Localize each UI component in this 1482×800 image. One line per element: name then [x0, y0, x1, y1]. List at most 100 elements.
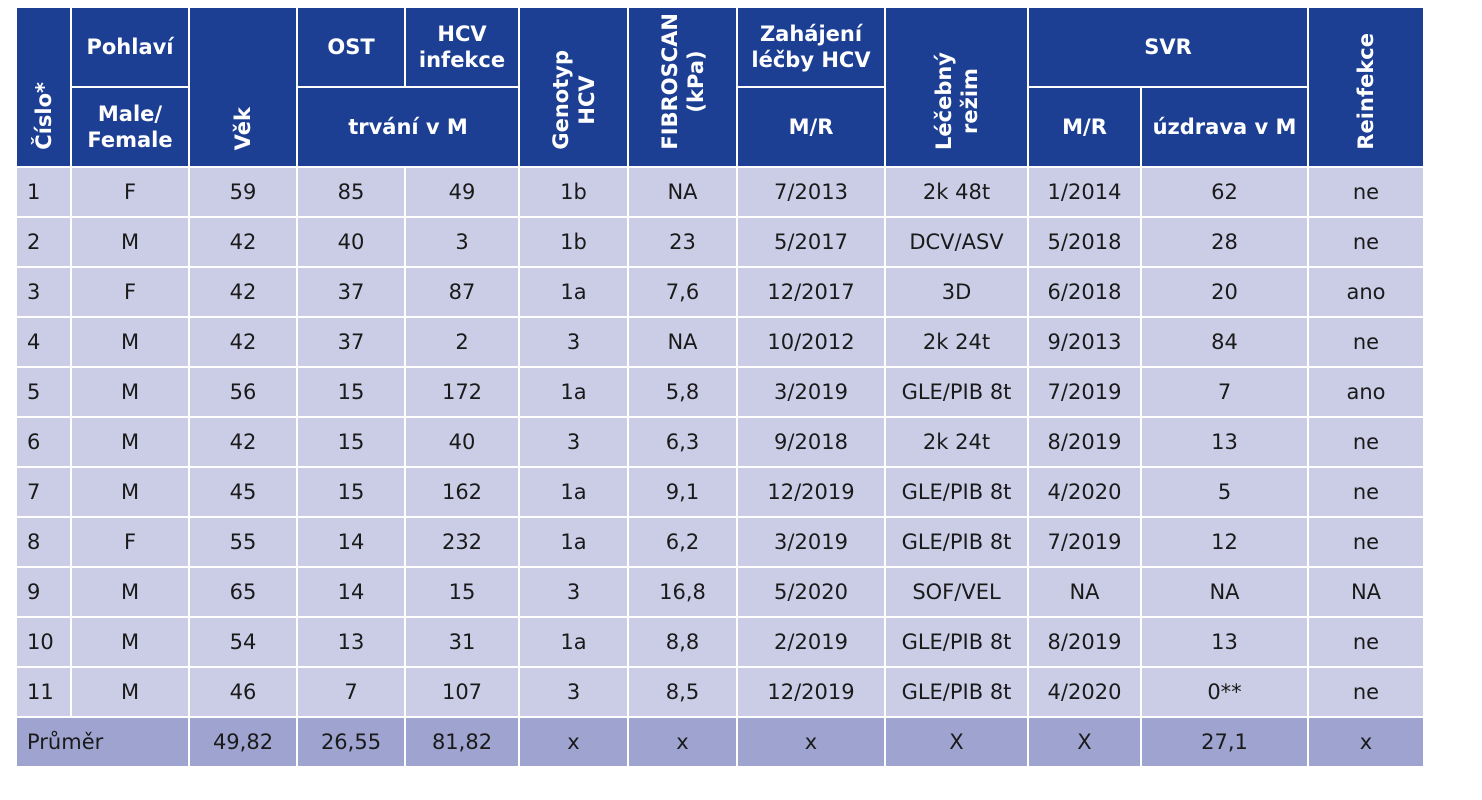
cell-hcv-infekce: 232: [404, 516, 520, 568]
header-cislo: Číslo*: [15, 6, 72, 168]
cell-svr-uzdrava: 13: [1140, 416, 1309, 468]
cell-fibroscan: 23: [627, 216, 738, 268]
cell-vek: 42: [188, 216, 298, 268]
cell-reinfekce: ne: [1307, 166, 1425, 218]
table-row: 5 M 56 15 172 1a 5,8 3/2019 GLE/PIB 8t 7/2019 7 ano: [15, 366, 1425, 418]
cell-cislo: 10: [15, 616, 72, 668]
cell-pohlavi: M: [70, 666, 190, 718]
header-male-female: Male/Female: [70, 86, 190, 168]
cell-ost: 15: [296, 466, 406, 518]
footer-ost: 26,55: [296, 716, 406, 768]
cell-zahajeni: 9/2018: [736, 416, 886, 468]
cell-cislo: 4: [15, 316, 72, 368]
table-row: 9 M 65 14 15 3 16,8 5/2020 SOF/VEL NA NA NA: [15, 566, 1425, 618]
cell-fibroscan: 16,8: [627, 566, 738, 618]
cell-svr-mr: 8/2019: [1027, 416, 1142, 468]
cell-svr-mr: 6/2018: [1027, 266, 1142, 318]
header-pohlavi: Pohlaví: [70, 6, 190, 88]
header-genotyp: Genotyp HCV: [518, 6, 629, 168]
cell-genotyp: 1a: [518, 266, 629, 318]
cell-pohlavi: M: [70, 416, 190, 468]
cell-fibroscan: 8,8: [627, 616, 738, 668]
cell-fibroscan: NA: [627, 166, 738, 218]
cell-ost: 85: [296, 166, 406, 218]
cell-svr-mr: NA: [1027, 566, 1142, 618]
cell-cislo: 8: [15, 516, 72, 568]
cell-rezim: 2k 24t: [884, 416, 1029, 468]
cell-vek: 56: [188, 366, 298, 418]
cell-zahajeni: 12/2017: [736, 266, 886, 318]
cell-reinfekce: ne: [1307, 516, 1425, 568]
cell-ost: 14: [296, 566, 406, 618]
cell-rezim: GLE/PIB 8t: [884, 616, 1029, 668]
footer-svr-uzdrava: 27,1: [1140, 716, 1309, 768]
cell-rezim: GLE/PIB 8t: [884, 516, 1029, 568]
cell-rezim: GLE/PIB 8t: [884, 666, 1029, 718]
cell-pohlavi: M: [70, 366, 190, 418]
cell-pohlavi: M: [70, 216, 190, 268]
header-zahajeni-mr: M/R: [736, 86, 886, 168]
footer-label: Průměr: [15, 716, 190, 768]
table-footer-row: Průměr 49,82 26,55 81,82 x x x X X 27,1 …: [15, 716, 1425, 768]
cell-rezim: SOF/VEL: [884, 566, 1029, 618]
table-row: 3 F 42 37 87 1a 7,6 12/2017 3D 6/2018 20 ano: [15, 266, 1425, 318]
cell-genotyp: 3: [518, 316, 629, 368]
cell-hcv-infekce: 31: [404, 616, 520, 668]
table-row: 2 M 42 40 3 1b 23 5/2017 DCV/ASV 5/2018 28 ne: [15, 216, 1425, 268]
cell-ost: 7: [296, 666, 406, 718]
header-hcv-infekce: HCV infekce: [404, 6, 520, 88]
cell-ost: 15: [296, 366, 406, 418]
cell-svr-mr: 4/2020: [1027, 466, 1142, 518]
cell-pohlavi: M: [70, 566, 190, 618]
cell-vek: 45: [188, 466, 298, 518]
cell-reinfekce: ne: [1307, 216, 1425, 268]
footer-reinfekce: x: [1307, 716, 1425, 768]
cell-genotyp: 3: [518, 566, 629, 618]
cell-fibroscan: 7,6: [627, 266, 738, 318]
cell-genotyp: 1a: [518, 366, 629, 418]
cell-genotyp: 1a: [518, 516, 629, 568]
cell-zahajeni: 2/2019: [736, 616, 886, 668]
cell-vek: 54: [188, 616, 298, 668]
footer-rezim: X: [884, 716, 1029, 768]
cell-cislo: 5: [15, 366, 72, 418]
footer-vek: 49,82: [188, 716, 298, 768]
cell-reinfekce: ano: [1307, 366, 1425, 418]
cell-reinfekce: ne: [1307, 666, 1425, 718]
cell-hcv-infekce: 3: [404, 216, 520, 268]
cell-genotyp: 3: [518, 416, 629, 468]
cell-svr-uzdrava: 20: [1140, 266, 1309, 318]
cell-vek: 42: [188, 316, 298, 368]
cell-rezim: 2k 48t: [884, 166, 1029, 218]
cell-vek: 59: [188, 166, 298, 218]
cell-pohlavi: F: [70, 516, 190, 568]
cell-svr-uzdrava: 84: [1140, 316, 1309, 368]
cell-hcv-infekce: 2: [404, 316, 520, 368]
cell-svr-uzdrava: 28: [1140, 216, 1309, 268]
cell-cislo: 6: [15, 416, 72, 468]
cell-reinfekce: NA: [1307, 566, 1425, 618]
cell-vek: 46: [188, 666, 298, 718]
cell-reinfekce: ne: [1307, 316, 1425, 368]
cell-pohlavi: M: [70, 616, 190, 668]
footer-zahajeni: x: [736, 716, 886, 768]
cell-fibroscan: 6,2: [627, 516, 738, 568]
table-row: 7 M 45 15 162 1a 9,1 12/2019 GLE/PIB 8t 4/2020 5 ne: [15, 466, 1425, 518]
cell-cislo: 2: [15, 216, 72, 268]
header-svr-uzdrava: úzdrava v M: [1140, 86, 1309, 168]
cell-ost: 13: [296, 616, 406, 668]
cell-pohlavi: M: [70, 466, 190, 518]
cell-svr-uzdrava: 0**: [1140, 666, 1309, 718]
cell-zahajeni: 5/2020: [736, 566, 886, 618]
cell-hcv-infekce: 107: [404, 666, 520, 718]
table-container: Číslo* Pohlaví Věk OST HCV infekce Genoty…: [15, 6, 1425, 768]
cell-rezim: GLE/PIB 8t: [884, 466, 1029, 518]
header-lecebny-rezim: Léčebný režim: [884, 6, 1029, 168]
cell-svr-mr: 7/2019: [1027, 516, 1142, 568]
header-ost: OST: [296, 6, 406, 88]
table-row: 8 F 55 14 232 1a 6,2 3/2019 GLE/PIB 8t 7/2019 12 ne: [15, 516, 1425, 568]
cell-svr-uzdrava: 7: [1140, 366, 1309, 418]
cell-cislo: 9: [15, 566, 72, 618]
cell-fibroscan: 6,3: [627, 416, 738, 468]
table-row: 10 M 54 13 31 1a 8,8 2/2019 GLE/PIB 8t 8/2019 13 ne: [15, 616, 1425, 668]
